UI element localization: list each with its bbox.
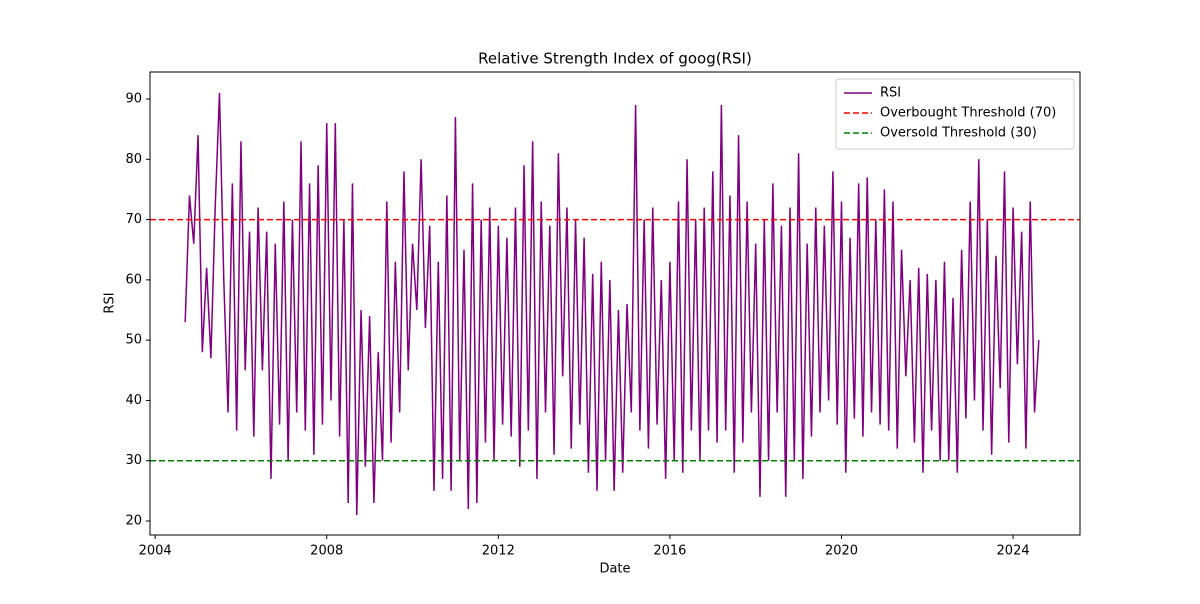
y-axis-label: RSI (103, 292, 118, 313)
y-tick-label: 50 (125, 333, 142, 348)
y-tick-label: 40 (125, 393, 142, 408)
y-tick-label: 90 (125, 92, 142, 107)
y-tick-label: 30 (125, 453, 142, 468)
x-tick-label: 2024 (997, 544, 1030, 559)
x-tick-label: 2016 (653, 544, 686, 559)
y-tick-label: 20 (125, 514, 142, 529)
y-tick-label: 80 (125, 152, 142, 167)
x-axis-label: Date (599, 562, 630, 577)
y-tick-label: 60 (125, 272, 142, 287)
legend-label: Overbought Threshold (70) (880, 106, 1056, 121)
x-tick-label: 2020 (825, 544, 858, 559)
y-tick-label: 70 (125, 212, 142, 227)
plot-frame (149, 71, 1081, 536)
x-tick-label: 2012 (482, 544, 515, 559)
legend-label: RSI (880, 86, 901, 101)
x-tick-label: 2004 (139, 544, 172, 559)
legend-label: Oversold Threshold (30) (880, 126, 1037, 141)
chart-title: Relative Strength Index of goog(RSI) (478, 50, 752, 68)
x-tick-label: 2008 (310, 544, 343, 559)
rsi-line (184, 92, 1040, 515)
legend-box (835, 78, 1075, 150)
